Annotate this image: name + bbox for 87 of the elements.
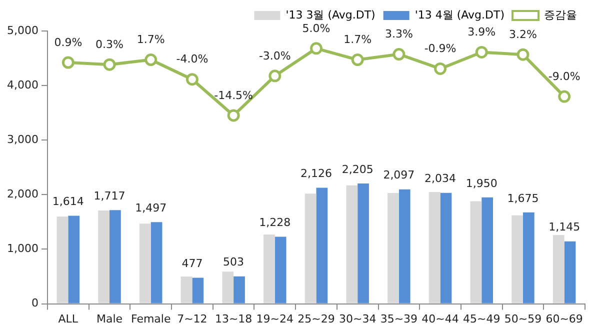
data-label: -0.9%: [424, 42, 456, 56]
x-tick-label: 50~59: [504, 312, 542, 326]
point: [392, 48, 406, 61]
bar: [388, 193, 399, 304]
data-label: 1,950: [466, 176, 498, 190]
point: [310, 42, 322, 55]
bar: [274, 236, 286, 304]
bar: [98, 210, 110, 304]
data-label: 1,497: [135, 201, 167, 214]
legend-label: 증감율: [544, 8, 577, 22]
bar: [192, 278, 204, 304]
point: [227, 109, 240, 122]
data-label: 503: [223, 256, 244, 269]
bar: [68, 216, 80, 304]
bar: [358, 183, 369, 304]
data-label: 1,145: [548, 220, 580, 234]
bar: [512, 215, 523, 304]
x-tick-label: 30~34: [338, 312, 376, 326]
data-label: 477: [182, 257, 203, 270]
bar: [398, 189, 410, 304]
x-tick-label: Male: [96, 312, 123, 326]
data-label: 1.7%: [136, 33, 165, 46]
point: [186, 73, 198, 86]
bar: [180, 276, 192, 304]
bar: [470, 201, 482, 304]
point: [558, 90, 571, 103]
data-label: 2,034: [424, 172, 456, 186]
point: [351, 54, 364, 66]
bar: [440, 192, 452, 304]
data-label: 3.3%: [384, 28, 413, 41]
bar: [234, 276, 245, 304]
data-label: 1,614: [52, 195, 84, 208]
bar: [304, 194, 316, 304]
x-tick-label: 7~12: [177, 312, 208, 326]
x-tick-label: 19~24: [256, 312, 294, 326]
data-label: 3.2%: [509, 28, 537, 41]
bar: [564, 241, 576, 304]
point: [516, 48, 530, 61]
bar: [110, 210, 121, 304]
legend-label: '13 3월 (Avg.DT): [286, 8, 376, 22]
x-tick-label: Female: [130, 312, 171, 326]
data-label: -3.0%: [258, 49, 291, 62]
data-label: 2,097: [383, 168, 415, 182]
data-label: 3.9%: [468, 26, 496, 39]
data-label: 1,675: [507, 192, 539, 205]
x-tick-label: 35~39: [380, 312, 418, 326]
point: [103, 58, 116, 71]
legend-label: '13 4월 (Avg.DT): [414, 8, 504, 22]
bar: [482, 197, 494, 304]
y-tick-label: 1,000: [6, 242, 38, 256]
y-tick-label: 2,000: [6, 188, 38, 201]
data-label: 2,205: [342, 162, 374, 176]
data-label: 0.9%: [54, 36, 82, 49]
data-label: 1,228: [259, 216, 291, 230]
point: [475, 46, 488, 58]
data-label: 1,717: [94, 189, 126, 202]
bar: [150, 222, 162, 304]
bar: [56, 216, 68, 304]
bar: [346, 185, 358, 304]
bar: [139, 224, 151, 304]
data-label: -4.0%: [176, 52, 208, 66]
x-tick-label: 60~69: [546, 312, 583, 326]
point: [268, 70, 282, 82]
data-label: 0.3%: [96, 38, 124, 51]
y-tick-label: 0: [31, 296, 38, 310]
bar: [428, 192, 440, 304]
x-tick-label: 45~49: [463, 312, 500, 326]
data-label: -14.5%: [214, 88, 254, 102]
point: [434, 62, 447, 75]
y-tick-label: 3,000: [6, 132, 38, 146]
point: [62, 56, 74, 69]
bar: [552, 235, 564, 304]
point: [144, 54, 158, 66]
x-tick-label: ALL: [58, 312, 79, 326]
bar: [264, 234, 275, 304]
y-tick-label: 4,000: [6, 78, 38, 92]
x-tick-label: 13~18: [214, 312, 252, 326]
x-tick-label: 25~29: [298, 312, 335, 326]
x-tick-label: 40~44: [422, 312, 459, 326]
data-label: 5.0%: [302, 22, 330, 35]
data-label: 1.7%: [344, 33, 372, 46]
bar: [316, 188, 328, 304]
bar: [522, 212, 534, 304]
y-tick-label: 5,000: [6, 24, 38, 37]
bar: [222, 272, 234, 304]
data-label: 2,126: [300, 167, 332, 180]
data-label: -9.0%: [548, 70, 580, 83]
